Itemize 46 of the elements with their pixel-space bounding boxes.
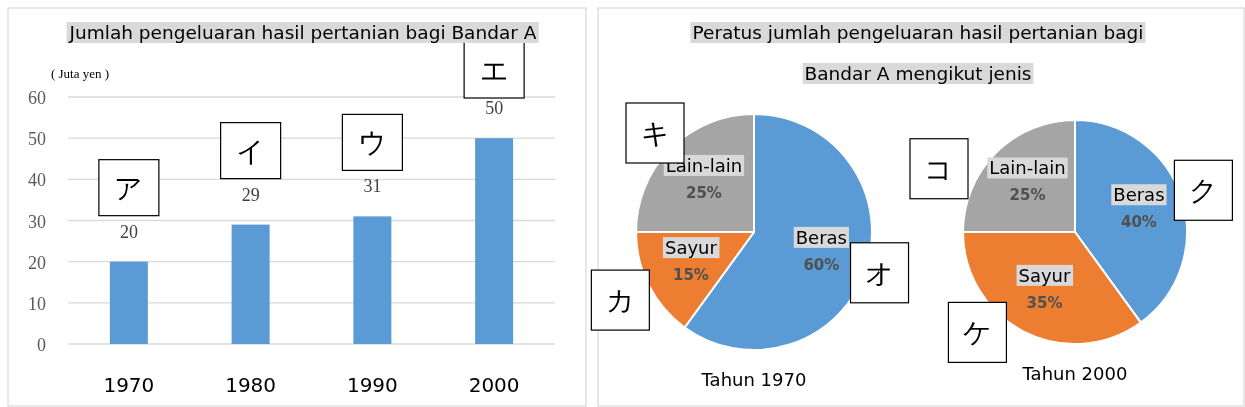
x-tick-label: 1980 — [225, 373, 277, 397]
slice-label: Beras — [1113, 184, 1165, 206]
text: カ — [605, 284, 635, 318]
text: ク — [1188, 174, 1218, 208]
annotation: ア — [114, 171, 144, 205]
text: Peratus jumlah pengeluaran hasil pertanian bagi Bandar A mengikut jenis — [692, 22, 1144, 84]
text: Tahun 2000 — [1021, 363, 1128, 384]
slice-label: Lain-lain — [989, 157, 1066, 179]
slice-label: Beras — [795, 226, 847, 248]
chart-title: Jumlah pengeluaran hasil pertanian bagi Bandar A — [68, 22, 537, 43]
annotation: ウ — [357, 126, 387, 160]
data-label: 20 — [119, 221, 138, 242]
y-tick-label: 30 — [28, 211, 46, 232]
text: コ — [924, 152, 954, 186]
data-label: 50 — [485, 98, 504, 119]
y-tick-label: 0 — [37, 335, 46, 355]
annotation: イ — [236, 134, 266, 168]
bar — [353, 216, 392, 344]
bar — [231, 224, 270, 344]
x-tick-label: 2000 — [468, 373, 520, 397]
data-label: 29 — [241, 184, 260, 205]
y-tick-label: 10 — [28, 293, 46, 314]
data-label: 25% — [685, 183, 722, 202]
y-tick-label: 50 — [28, 129, 46, 150]
slice-label: Sayur — [664, 237, 718, 259]
data-label: 31 — [363, 176, 382, 197]
text: ケ — [962, 316, 992, 350]
data-label: 60% — [803, 255, 840, 274]
text: オ — [865, 256, 895, 290]
y-tick-label: 40 — [28, 170, 46, 191]
data-label: 40% — [1120, 213, 1157, 232]
text: キ — [640, 117, 670, 151]
bar — [109, 261, 148, 344]
y-axis-title: ( Juta yen ) — [50, 66, 110, 81]
bar — [475, 138, 514, 344]
data-label: 25% — [1009, 186, 1046, 205]
text: エ — [479, 54, 509, 87]
x-tick-label: 1990 — [346, 373, 398, 397]
data-label: 15% — [672, 266, 709, 285]
data-label: 35% — [1026, 293, 1063, 312]
x-tick-label: 1970 — [103, 373, 155, 397]
text: Tahun 1970 — [700, 369, 807, 390]
slice-label: Lain-lain — [665, 154, 743, 176]
slice-label: Sayur — [1018, 264, 1072, 286]
y-tick-label: 20 — [28, 252, 46, 273]
y-tick-label: 60 — [28, 88, 46, 108]
